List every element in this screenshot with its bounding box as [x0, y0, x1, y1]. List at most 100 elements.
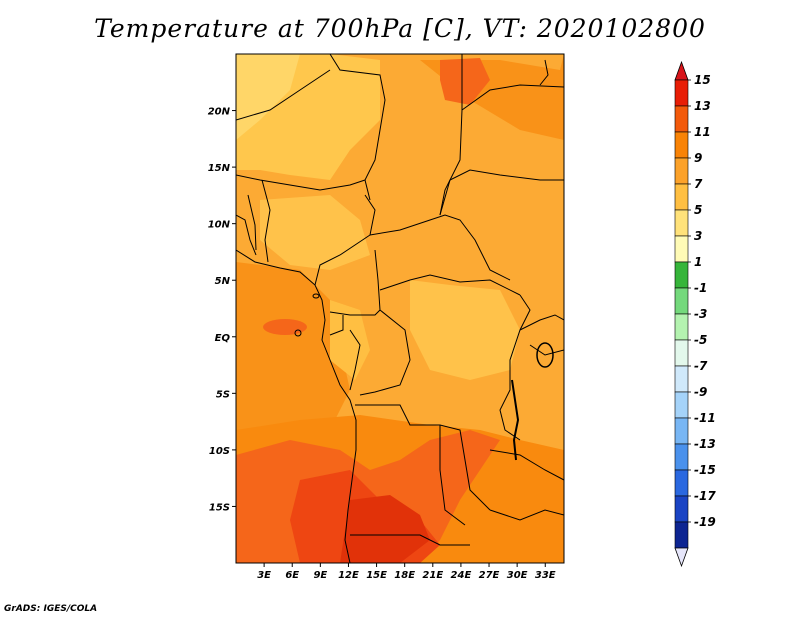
colorbar-under-triangle [674, 547, 689, 568]
lat-tick-label: 20N [208, 107, 231, 118]
lon-tick-label: 30E [507, 570, 528, 581]
nile-delta [539, 59, 549, 86]
colorbar-box [674, 365, 689, 393]
border-libya-sudan [439, 54, 463, 216]
lat-tick-label: 5S [216, 389, 230, 400]
colorbar-label: -15 [694, 463, 716, 477]
field-libya-hot [440, 58, 490, 105]
border-angola-namibia [350, 534, 470, 546]
lat-tick-label: 15S [209, 502, 230, 513]
colorbar-box [674, 183, 689, 211]
border-zambia-zimbabwe [489, 509, 564, 521]
field-gulf-hot [263, 319, 307, 335]
colorbar-label: -1 [694, 281, 707, 295]
chart-title: Temperature at 700hPa [C], VT: 202010280… [94, 14, 706, 43]
colorbar-label: -13 [694, 437, 716, 451]
field-northwest-cooler [236, 54, 300, 140]
border-niger-nigeria [236, 174, 366, 191]
coastline-west [236, 249, 357, 563]
colorbar-label: -9 [694, 385, 707, 399]
border-gabon-congo [349, 329, 361, 391]
lon-tick-label: 3E [257, 570, 271, 581]
colorbar-box [674, 131, 689, 159]
border-niger-chad [329, 54, 386, 201]
border-togo [247, 194, 257, 251]
colorbar-label: -7 [694, 359, 708, 373]
border-angola-zambia [439, 425, 466, 526]
colorbar-label: 9 [694, 151, 702, 165]
colorbar-label: 7 [694, 177, 703, 191]
colorbar-label: -17 [694, 489, 716, 503]
colorbar-box [674, 261, 689, 289]
colorbar-label: -11 [694, 411, 716, 425]
island-bioko [294, 329, 302, 337]
lon-tick-label: 12E [338, 570, 359, 581]
lon-tick-label: 18E [394, 570, 415, 581]
colorbar-box [674, 443, 689, 471]
colorbar-box [674, 313, 689, 341]
map-frame [235, 53, 565, 564]
colorbar-box [674, 417, 689, 445]
border-sudan-south [439, 169, 564, 216]
border-nigeria-cameroon [314, 194, 376, 286]
colorbar-label: -3 [694, 307, 707, 321]
field-congo-cool [410, 280, 520, 380]
border-car-drc [379, 274, 521, 296]
island-sao-tome [312, 293, 320, 299]
border-cameroon-car [329, 249, 381, 316]
border-kenya [529, 344, 564, 356]
colorbar-box [674, 495, 689, 523]
longitude-axis: 3E 6E 9E 12E 15E 18E 21E 24E 27E 30E 33E [257, 563, 556, 581]
border-mali-algeria [236, 69, 331, 121]
lon-tick-label: 6E [285, 570, 299, 581]
lake-tanganyika [511, 379, 520, 461]
border-zambia-tanzania [489, 449, 564, 481]
lon-tick-label: 15E [366, 570, 387, 581]
colorbar-label: 13 [694, 99, 711, 113]
field-hotspot-core [340, 495, 430, 563]
lon-tick-label: 21E [422, 570, 443, 581]
colorbar-over-triangle [674, 60, 689, 81]
colorbar-box [674, 235, 689, 263]
border-angola-drc [355, 404, 491, 511]
coastline-guinea [236, 214, 257, 256]
border-drc-east [499, 294, 531, 441]
lon-tick-label: 33E [535, 570, 556, 581]
field-nigeria-cool [260, 195, 370, 270]
border-egypt [461, 84, 564, 111]
colorbar-box [674, 469, 689, 497]
colorbar-label: 5 [694, 203, 702, 217]
border-eq-guinea [329, 315, 344, 336]
lat-tick-label: EQ [215, 333, 231, 344]
colorbar-box [674, 521, 689, 549]
colorbar-box [674, 391, 689, 419]
border-congo-drc [359, 309, 411, 396]
lake-victoria [536, 342, 554, 368]
colorbar-box [674, 339, 689, 367]
temperature-field [236, 54, 564, 563]
field-gabon-cool [330, 300, 370, 380]
lon-tick-label: 24E [451, 570, 472, 581]
border-car-north [369, 214, 511, 281]
country-borders [236, 54, 564, 563]
colorbar-box [674, 79, 689, 107]
grads-credit: GrADS: IGES/COLA [4, 604, 98, 614]
colorbar-label: -19 [694, 515, 716, 529]
lat-tick-label: 15N [208, 163, 231, 174]
lon-tick-label: 27E [479, 570, 500, 581]
colorbar-box [674, 209, 689, 237]
colorbar-label: 1 [694, 255, 702, 269]
colorbar-label: 11 [694, 125, 711, 139]
lat-tick-label: 10N [208, 220, 231, 231]
field-west-coast-warm [236, 262, 350, 440]
lat-tick-label: 5N [215, 276, 231, 287]
colorbar-box [674, 105, 689, 133]
colorbar-label: 3 [694, 229, 702, 243]
border-benin [261, 179, 271, 263]
colorbar-box [674, 157, 689, 185]
latitude-axis: 20N 15N 10N 5N EQ 5S 10S 15S [208, 107, 236, 513]
colorbar: 15 13 11 9 7 5 3 1 -1 -3 -5 -7 -9 -11 -13 -15 -17 -19 [674, 60, 716, 568]
lat-tick-label: 10S [209, 446, 230, 457]
colorbar-label: 15 [694, 73, 711, 87]
